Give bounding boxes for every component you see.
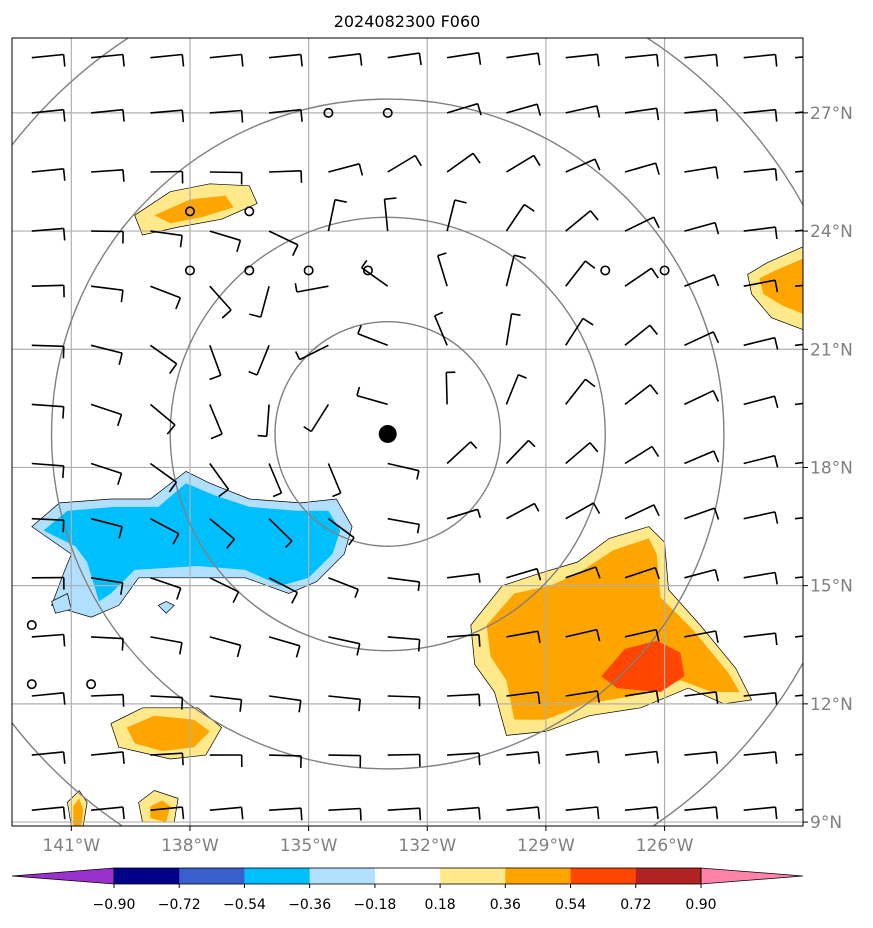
colorbar-segment-8 [636, 868, 702, 884]
wind-barb-shaft [388, 696, 420, 697]
wind-barb-feather [419, 640, 420, 652]
colorbar-tick-label-3: −0.36 [288, 897, 331, 913]
wind-barb-feather [479, 635, 480, 647]
colorbar-segment-5 [440, 868, 506, 884]
wind-barb-feather [827, 515, 828, 527]
wind-barb-shaft [210, 172, 242, 173]
lat-tick-label-3: 18°N [810, 458, 853, 478]
wind-barb-feather [827, 169, 828, 181]
wind-barb-feather [827, 400, 829, 412]
wind-barb-feather [182, 753, 183, 765]
lat-tick-label-5: 24°N [810, 222, 853, 242]
colorbar-tick-label-0: −0.90 [93, 897, 136, 913]
lon-tick-label-2: 135°W [280, 836, 338, 856]
wind-barb-feather [479, 753, 480, 765]
wind-barb-feather [123, 170, 124, 182]
wind-barb-feather [827, 283, 828, 295]
wind-barb-feather [479, 574, 480, 583]
lon-tick-label-3: 132°W [398, 836, 456, 856]
wind-barb-feather [360, 809, 361, 821]
wind-barb-feather [301, 808, 302, 820]
wind-barb-feather [63, 407, 64, 419]
wind-barb-feather [182, 698, 183, 710]
storm-center [379, 425, 397, 443]
wind-barb-shaft [32, 345, 64, 346]
lat-tick-label-0: 9°N [810, 813, 842, 833]
colorbar: −0.90 −0.72 −0.54 −0.36 −0.18 0.18 0.36 0.54 0.7… [12, 868, 803, 913]
wind-barb-feather [182, 110, 183, 122]
storm-center-dot [379, 425, 397, 443]
wind-barb-shaft [32, 285, 64, 286]
wind-barb-feather [63, 520, 64, 532]
colorbar-segment-1 [179, 868, 245, 884]
wind-barb-feather [479, 694, 480, 706]
colorbar-tick-label-4: −0.18 [353, 897, 396, 913]
wind-barb-shaft [269, 755, 301, 756]
colorbar-segment-4 [375, 868, 441, 884]
wind-barb-feather [242, 807, 243, 819]
wind-barb-shaft [388, 755, 420, 756]
wind-barb-shaft [446, 372, 447, 404]
colorbar-tick-label-8: 0.72 [620, 897, 651, 913]
colorbar-tick-label-1: −0.72 [158, 897, 201, 913]
wind-barb-feather [827, 752, 828, 764]
colorbar-tick-label-7: 0.54 [555, 897, 586, 913]
lon-tick-label-4: 129°W [517, 836, 575, 856]
chart-title: 2024082300 F060 [334, 12, 481, 31]
colorbar-segment-6 [505, 868, 571, 884]
lon-tick-label-0: 141°W [42, 836, 100, 856]
colorbar-segment-0 [114, 868, 180, 884]
wind-barb-feather [64, 635, 65, 647]
lon-tick-label-1: 138°W [161, 836, 219, 856]
wind-barb-shaft [328, 755, 360, 756]
colorbar-extend-high [701, 868, 803, 884]
colorbar-segment-3 [310, 868, 376, 884]
wind-barb-feather [420, 808, 421, 820]
map-plot-area [0, 0, 862, 907]
wind-barb-shaft [150, 172, 182, 173]
lat-tick-label-4: 21°N [810, 340, 853, 360]
wind-barb-feather [479, 808, 480, 820]
colorbar-tick-label-9: 0.90 [685, 897, 716, 913]
lat-tick-label-2: 15°N [810, 577, 853, 597]
wind-barb-feather [63, 466, 64, 478]
wind-barb-feather [64, 228, 65, 240]
latitude-ticks: 9°N 12°N 15°N 18°N 21°N 24°N 27°N [803, 104, 853, 833]
wind-barb-feather [258, 436, 267, 437]
wind-barb-feather [827, 634, 828, 646]
lon-tick-label-5: 126°W [636, 836, 694, 856]
wind-barb-feather [242, 111, 243, 123]
wind-barb-feather [123, 695, 124, 707]
wind-barb-feather [827, 55, 828, 67]
lat-tick-label-1: 12°N [810, 695, 853, 715]
colorbar-segment-2 [244, 868, 310, 884]
colorbar-segment-7 [571, 868, 637, 884]
colorbar-tick-label-5: 0.18 [425, 897, 456, 913]
lat-tick-label-6: 27°N [810, 104, 853, 124]
colorbar-extend-low [12, 868, 114, 884]
colorbar-tick-label-6: 0.36 [490, 897, 521, 913]
longitude-ticks: 141°W 138°W 135°W 132°W 129°W 126°W [42, 826, 693, 856]
wind-barb-feather [122, 639, 123, 651]
colorbar-tick-label-2: −0.54 [223, 897, 266, 913]
